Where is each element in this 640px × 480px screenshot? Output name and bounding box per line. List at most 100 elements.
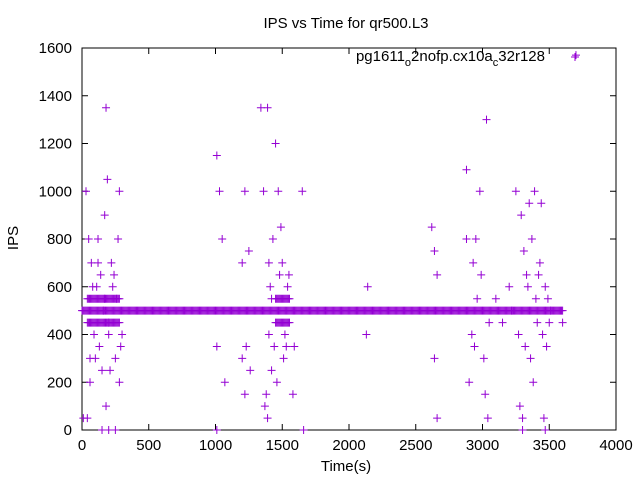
x-tick-label: 2000 [332, 437, 365, 454]
data-point [240, 390, 249, 399]
legend-label-part: o [405, 57, 411, 69]
x-tick-label: 2500 [399, 437, 432, 454]
data-point [539, 414, 548, 423]
data-point [514, 330, 523, 339]
legend-label-part: 32r128 [498, 48, 545, 65]
data-point [100, 294, 109, 303]
data-point [522, 270, 531, 279]
data-point [212, 151, 221, 160]
y-tick-label: 1600 [39, 40, 72, 57]
data-point [272, 378, 281, 387]
data-point [215, 187, 224, 196]
data-point [275, 270, 284, 279]
y-tick-label: 200 [47, 374, 72, 391]
data-point [279, 354, 288, 363]
data-point [244, 246, 253, 255]
legend-label-part: 2nofp.cx10a [411, 48, 493, 65]
data-point [100, 211, 109, 220]
data-point [104, 426, 113, 434]
data-point [433, 270, 442, 279]
y-tick-label: 600 [47, 279, 72, 296]
data-point [475, 187, 484, 196]
data-point [523, 282, 532, 291]
data-point [115, 318, 124, 327]
data-point [519, 246, 528, 255]
y-tick-label: 0 [64, 422, 72, 439]
y-axis-label: IPS [5, 226, 22, 250]
data-point [220, 378, 229, 387]
data-point [541, 282, 550, 291]
data-point [271, 139, 280, 148]
data-point [112, 294, 121, 303]
data-point [481, 390, 490, 399]
data-point [263, 103, 272, 112]
data-point [94, 258, 103, 267]
data-point [218, 235, 227, 243]
data-point [430, 354, 439, 363]
data-point [256, 103, 265, 112]
data-point [98, 366, 107, 375]
data-point [260, 402, 269, 411]
data-point [545, 318, 554, 327]
data-point [530, 187, 539, 196]
data-point [298, 187, 307, 196]
data-point [521, 342, 530, 351]
x-tick-label: 500 [136, 437, 161, 454]
data-point [485, 318, 494, 327]
y-tick-label: 1000 [39, 183, 72, 200]
data-point [430, 246, 439, 255]
data-point [114, 235, 123, 243]
data-point [284, 270, 293, 279]
chart-title: IPS vs Time for qr500.L3 [263, 15, 428, 32]
data-point [535, 258, 544, 267]
legend-label-part: c [493, 57, 499, 69]
data-point [104, 330, 113, 339]
data-point [491, 294, 500, 303]
data-point [462, 235, 471, 243]
data-point [471, 235, 480, 243]
y-tick-label: 400 [47, 327, 72, 344]
x-tick-label: 1000 [199, 437, 232, 454]
data-point [558, 306, 567, 315]
data-point [94, 235, 103, 243]
data-point [104, 318, 113, 327]
x-tick-label: 3000 [466, 437, 499, 454]
data-point [278, 258, 287, 267]
data-point [91, 354, 100, 363]
data-point [470, 342, 479, 351]
data-point [280, 330, 289, 339]
data-point [465, 378, 474, 387]
data-point [96, 270, 105, 279]
legend: pg1611o2nofp.cx10ac32r128 [356, 48, 579, 69]
data-point [467, 330, 476, 339]
data-point [299, 426, 308, 434]
data-point [433, 414, 442, 423]
data-point [363, 282, 372, 291]
data-point [518, 426, 527, 434]
data-point [541, 426, 550, 434]
x-tick-label: 1500 [266, 437, 299, 454]
data-point [259, 187, 268, 196]
data-point [283, 282, 292, 291]
legend-marker [571, 53, 579, 61]
data-point [84, 235, 93, 243]
data-point [86, 378, 95, 387]
data-point [274, 187, 283, 196]
data-point [290, 342, 299, 351]
legend-label: pg1611o2nofp.cx10ac32r128 [356, 48, 545, 69]
data-point [537, 199, 546, 208]
data-point [107, 258, 116, 267]
data-point [267, 294, 276, 303]
data-point [469, 258, 478, 267]
data-point [527, 235, 536, 243]
data-point [108, 282, 117, 291]
axis-ticks: 0 500 1000 1500 2000 2500 3000 3500 4000 0 200 400 6… [39, 40, 633, 454]
data-point [473, 294, 482, 303]
data-point [558, 318, 567, 327]
data-point [92, 282, 101, 291]
data-point [246, 366, 255, 375]
data-point [103, 175, 112, 184]
data-point [266, 282, 275, 291]
data-point [498, 318, 507, 327]
